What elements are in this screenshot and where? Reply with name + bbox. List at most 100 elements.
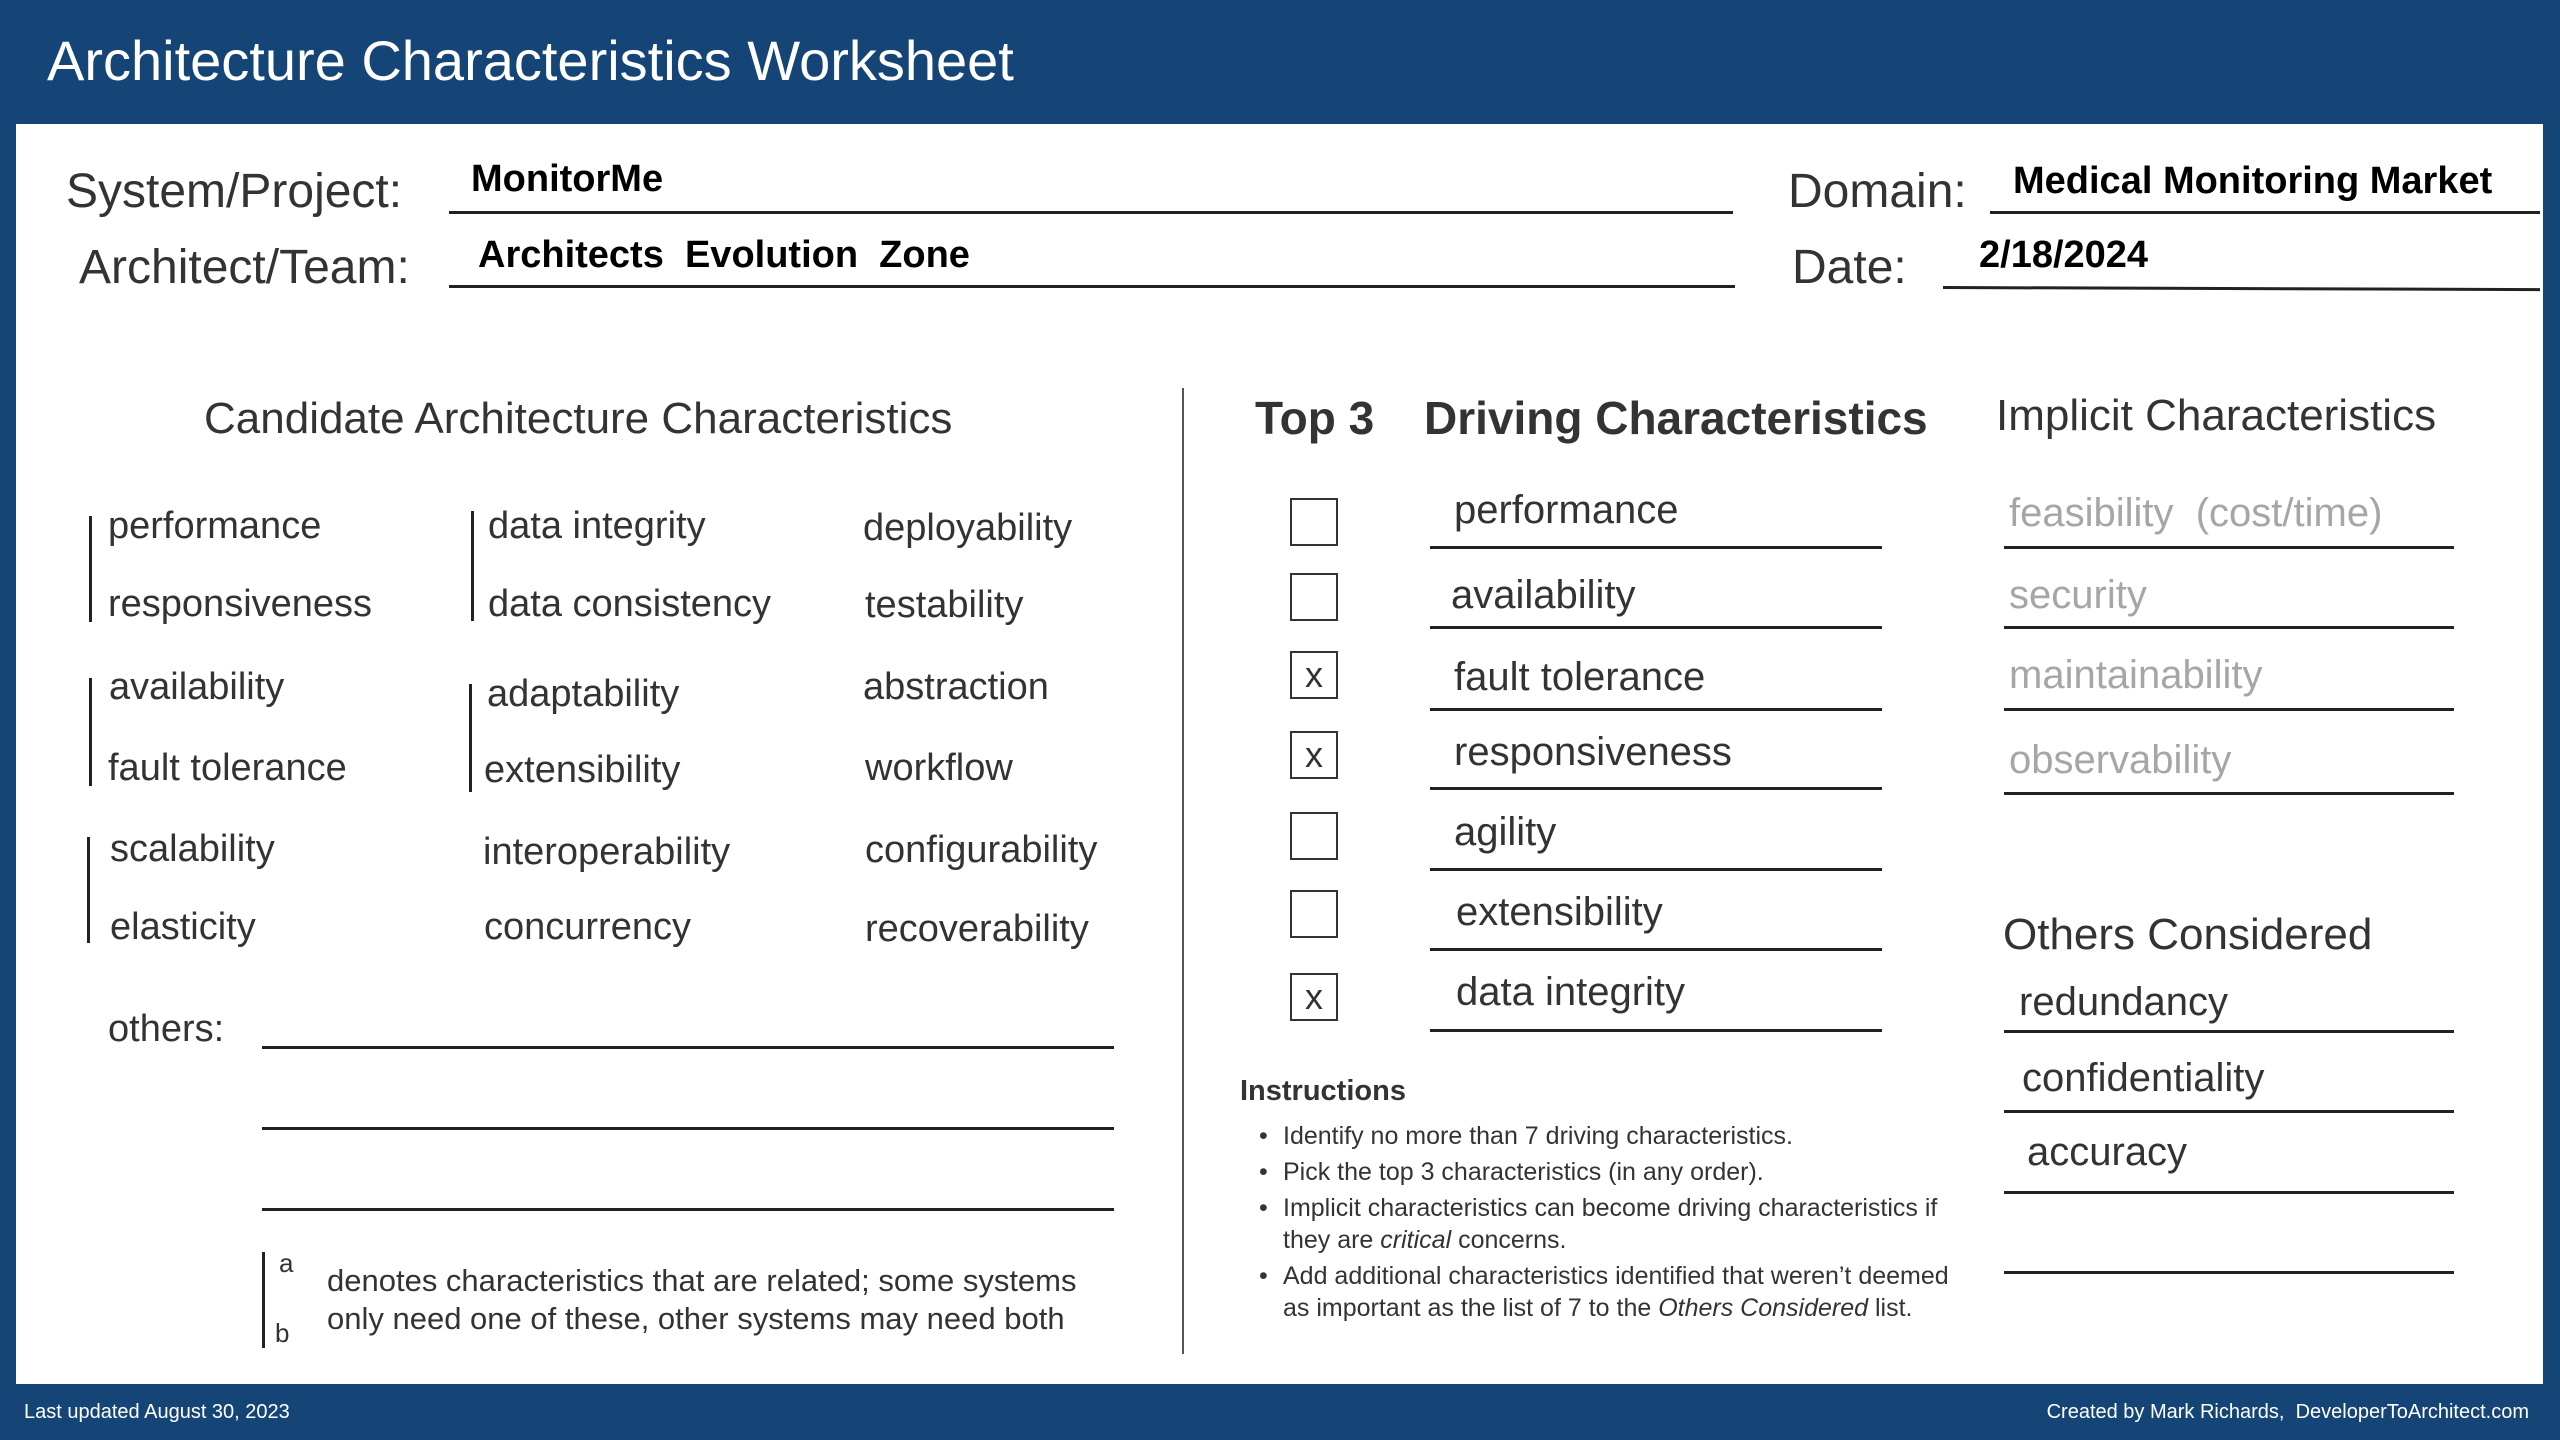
instruction-item: • Add additional characteristics identif… <box>1259 1260 1963 1324</box>
instruction-text: Add additional characteristics identifie… <box>1283 1262 1949 1322</box>
candidate-item: deployability <box>863 507 1073 549</box>
driving-item[interactable]: data integrity <box>1456 970 1686 1014</box>
instruction-text: Identify no more than 7 driving characte… <box>1283 1122 1793 1150</box>
candidate-item: fault tolerance <box>108 747 347 789</box>
driving-underline <box>1430 546 1882 549</box>
instruction-item: • Implicit characteristics can become dr… <box>1259 1192 1963 1256</box>
driving-item[interactable]: fault tolerance <box>1454 655 1706 699</box>
candidate-item: responsiveness <box>108 583 373 625</box>
implicit-item[interactable]: observability <box>2009 738 2232 782</box>
candidate-item: performance <box>108 505 322 547</box>
others-considered-underline <box>2004 1110 2454 1113</box>
legend-bracket <box>262 1252 265 1348</box>
related-bracket <box>89 678 92 786</box>
driving-checkbox[interactable] <box>1290 890 1338 938</box>
bullet: • <box>1259 1122 1268 1150</box>
driving-underline <box>1430 708 1882 711</box>
others-line[interactable] <box>262 1127 1114 1130</box>
driving-checkbox[interactable]: x <box>1290 731 1338 779</box>
implicit-underline <box>2004 708 2454 711</box>
section-divider <box>1182 388 1184 1354</box>
candidate-item: testability <box>865 584 1024 626</box>
candidate-item: data consistency <box>488 583 772 625</box>
others-considered-underline <box>2004 1271 2454 1274</box>
legend-letter-a: a <box>279 1248 294 1278</box>
bullet: • <box>1259 1262 1268 1290</box>
instruction-text: Pick the top 3 characteristics (in any o… <box>1283 1158 1764 1186</box>
bullet: • <box>1259 1158 1268 1186</box>
candidate-item: workflow <box>865 747 1013 789</box>
others-considered-item[interactable]: redundancy <box>2019 980 2229 1024</box>
candidate-item: scalability <box>110 828 275 870</box>
candidate-item: configurability <box>865 829 1098 871</box>
candidate-item: concurrency <box>484 906 691 948</box>
driving-item[interactable]: agility <box>1454 810 1557 854</box>
candidate-item: availability <box>109 666 285 708</box>
date-value[interactable]: 2/18/2024 <box>1979 234 2149 276</box>
driving-underline <box>1430 626 1882 629</box>
related-bracket <box>89 516 92 622</box>
implicit-underline <box>2004 546 2454 549</box>
instruction-item: • Pick the top 3 characteristics (in any… <box>1259 1156 1963 1188</box>
driving-underline <box>1430 868 1882 871</box>
instruction-text: concerns. <box>1451 1226 1567 1254</box>
driving-item[interactable]: availability <box>1451 573 1636 617</box>
others-considered-underline <box>2004 1030 2454 1033</box>
driving-checkbox[interactable] <box>1290 573 1338 621</box>
system-project-label: System/Project: <box>66 165 403 218</box>
domain-value[interactable]: Medical Monitoring Market <box>2013 160 2493 202</box>
candidate-item: abstraction <box>863 666 1049 708</box>
driving-checkbox[interactable] <box>1290 812 1338 860</box>
related-bracket <box>87 837 90 943</box>
others-line[interactable] <box>262 1208 1114 1211</box>
implicit-heading: Implicit Characteristics <box>1996 391 2437 440</box>
candidate-item: elasticity <box>110 906 256 948</box>
driving-underline <box>1430 787 1882 790</box>
legend-text-line1: denotes characteristics that are related… <box>327 1263 1077 1298</box>
system-project-underline <box>449 211 1733 214</box>
instruction-item: • Identify no more than 7 driving charac… <box>1259 1120 1963 1152</box>
driving-checkbox[interactable]: x <box>1290 651 1338 699</box>
legend-letter-b: b <box>275 1318 290 1348</box>
footer-last-updated: Last updated August 30, 2023 <box>24 1401 290 1423</box>
implicit-item[interactable]: feasibility (cost/time) <box>2009 491 2383 535</box>
candidate-heading: Candidate Architecture Characteristics <box>204 394 953 443</box>
driving-checkbox[interactable] <box>1290 498 1338 546</box>
others-line[interactable] <box>262 1046 1114 1049</box>
candidate-item: data integrity <box>488 505 706 547</box>
implicit-underline <box>2004 792 2454 795</box>
architect-team-label: Architect/Team: <box>79 241 410 294</box>
bullet: • <box>1259 1194 1268 1222</box>
architect-team-underline <box>449 285 1735 288</box>
instruction-emphasis: Others Considered <box>1658 1294 1869 1322</box>
others-considered-item[interactable]: accuracy <box>2027 1130 2188 1174</box>
driving-underline <box>1430 948 1882 951</box>
date-label: Date: <box>1792 241 1907 294</box>
candidate-item: recoverability <box>865 908 1089 950</box>
others-considered-underline <box>2004 1191 2454 1194</box>
candidate-item: extensibility <box>484 749 681 791</box>
footer-credit: Created by Mark Richards, DeveloperToArc… <box>2046 1401 2529 1423</box>
instruction-emphasis: critical <box>1380 1226 1452 1254</box>
legend-text-line2: only need one of these, other systems ma… <box>327 1301 1065 1336</box>
implicit-item[interactable]: security <box>2009 573 2147 617</box>
driving-item[interactable]: extensibility <box>1456 890 1663 934</box>
implicit-item[interactable]: maintainability <box>2009 653 2263 697</box>
driving-item[interactable]: performance <box>1454 488 1679 532</box>
related-bracket <box>469 684 472 792</box>
others-considered-item[interactable]: confidentiality <box>2022 1056 2265 1100</box>
driving-underline <box>1430 1029 1882 1032</box>
candidate-item: interoperability <box>483 831 731 873</box>
related-bracket <box>471 511 474 621</box>
worksheet-panel <box>16 124 2543 1384</box>
instruction-text: list. <box>1868 1294 1913 1322</box>
candidate-item: adaptability <box>487 673 680 715</box>
driving-checkbox[interactable]: x <box>1290 973 1338 1021</box>
architect-team-value[interactable]: Architects Evolution Zone <box>478 234 970 276</box>
domain-label: Domain: <box>1788 165 1967 218</box>
system-project-value[interactable]: MonitorMe <box>471 158 664 200</box>
instruction-text: Implicit characteristics can become driv… <box>1283 1194 1938 1254</box>
domain-underline <box>1990 211 2540 214</box>
driving-item[interactable]: responsiveness <box>1454 730 1732 774</box>
instructions-heading: Instructions <box>1240 1075 1406 1107</box>
